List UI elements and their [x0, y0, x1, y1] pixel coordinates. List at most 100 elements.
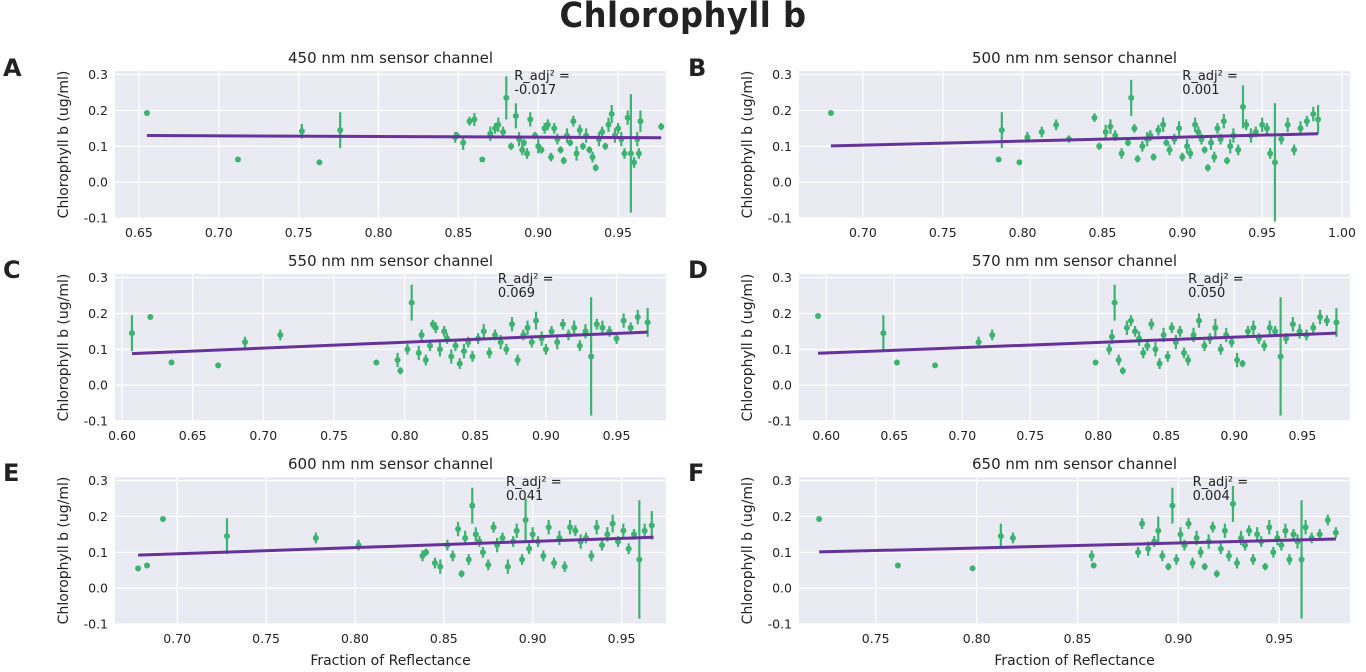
data-point: [589, 154, 596, 161]
data-point: [1131, 125, 1138, 132]
y-tick-label: -0.1: [84, 617, 108, 632]
data-point: [1225, 552, 1232, 559]
data-point: [658, 123, 665, 130]
data-point: [1243, 121, 1250, 128]
x-tick-label: 0.85: [1089, 225, 1117, 240]
data-point: [1290, 531, 1297, 538]
data-point: [625, 545, 632, 552]
data-point: [609, 520, 616, 527]
data-point: [512, 112, 519, 119]
data-point: [570, 118, 577, 125]
panel-title: 600 nm nm sensor channel: [288, 455, 493, 473]
data-point: [215, 362, 222, 369]
y-axis-label: Chlorophyll b (ug/ml): [56, 477, 72, 625]
data-point: [394, 357, 401, 364]
x-tick-label: 0.85: [430, 631, 458, 646]
data-point: [567, 524, 574, 531]
data-point: [1323, 317, 1330, 324]
data-point: [1278, 542, 1285, 549]
data-point: [533, 317, 540, 324]
data-point: [1277, 353, 1284, 360]
data-point: [1090, 562, 1097, 569]
data-point: [1224, 157, 1231, 164]
data-point: [1244, 328, 1251, 335]
data-point: [234, 156, 241, 163]
x-tick-label: 0.75: [320, 428, 348, 443]
data-point: [1310, 324, 1317, 331]
data-point: [1270, 549, 1277, 556]
data-point: [503, 346, 510, 353]
data-point: [995, 156, 1002, 163]
data-point: [1181, 349, 1188, 356]
data-point: [969, 565, 976, 572]
data-point: [1148, 321, 1155, 328]
data-point: [437, 563, 444, 570]
data-point: [1286, 556, 1293, 563]
data-point: [1254, 531, 1261, 538]
y-tick-label: 0.2: [88, 509, 108, 524]
data-point: [542, 346, 549, 353]
data-point: [1134, 155, 1141, 162]
x-tick-label: 0.75: [862, 631, 890, 646]
data-point: [1155, 527, 1162, 534]
data-point: [135, 565, 142, 572]
data-point: [1212, 324, 1219, 331]
x-tick-label: 0.70: [163, 631, 191, 646]
data-point: [615, 125, 622, 132]
data-point: [458, 570, 465, 577]
y-axis-label: Chlorophyll b (ug/ml): [56, 274, 72, 422]
data-point: [1173, 556, 1180, 563]
data-point: [1242, 542, 1249, 549]
data-point: [588, 353, 595, 360]
r-squared-annotation: R_adj² =: [498, 272, 554, 287]
data-point: [1238, 534, 1245, 541]
data-point: [894, 562, 901, 569]
fit-line: [830, 132, 1319, 148]
data-point: [471, 116, 478, 123]
data-point: [1135, 549, 1142, 556]
data-point: [503, 94, 510, 101]
data-point: [527, 116, 534, 123]
data-point: [499, 534, 506, 541]
plot-area: [115, 274, 666, 421]
data-point: [586, 146, 593, 153]
data-point: [1233, 560, 1240, 567]
data-point: [1091, 114, 1098, 121]
x-tick-label: 0.65: [179, 428, 207, 443]
x-tick-label: 0.95: [1265, 631, 1293, 646]
data-point: [241, 339, 248, 346]
data-point: [1127, 317, 1134, 324]
data-point: [456, 360, 463, 367]
data-point: [1053, 121, 1060, 128]
data-point: [815, 312, 822, 319]
panel-title: 650 nm nm sensor channel: [972, 455, 1177, 473]
data-point: [168, 359, 175, 366]
data-point: [1271, 159, 1278, 166]
data-point: [487, 130, 494, 137]
data-point: [579, 143, 586, 150]
data-point: [1144, 342, 1151, 349]
data-point: [1229, 500, 1236, 507]
r-squared-annotation: -0.017: [514, 83, 556, 98]
x-tick-label: 0.60: [812, 428, 840, 443]
y-tick-label: 0.2: [88, 306, 108, 321]
data-point: [486, 349, 493, 356]
y-tick-label: 0.1: [88, 139, 108, 154]
data-point: [1310, 111, 1317, 118]
panel-label: D: [688, 256, 708, 284]
data-point: [404, 346, 411, 353]
data-point: [1208, 139, 1215, 146]
plot-area: [115, 71, 666, 218]
x-tick-label: 0.80: [365, 225, 393, 240]
data-point: [497, 339, 504, 346]
data-point: [1266, 524, 1273, 531]
data-point: [1302, 524, 1309, 531]
y-axis-label: Chlorophyll b (ug/ml): [740, 71, 756, 219]
y-tick-label: 0.3: [772, 67, 792, 82]
data-point: [1139, 520, 1146, 527]
y-tick-label: 0.3: [88, 270, 108, 285]
data-point: [1315, 116, 1322, 123]
data-point: [408, 299, 415, 306]
data-point: [147, 314, 154, 321]
